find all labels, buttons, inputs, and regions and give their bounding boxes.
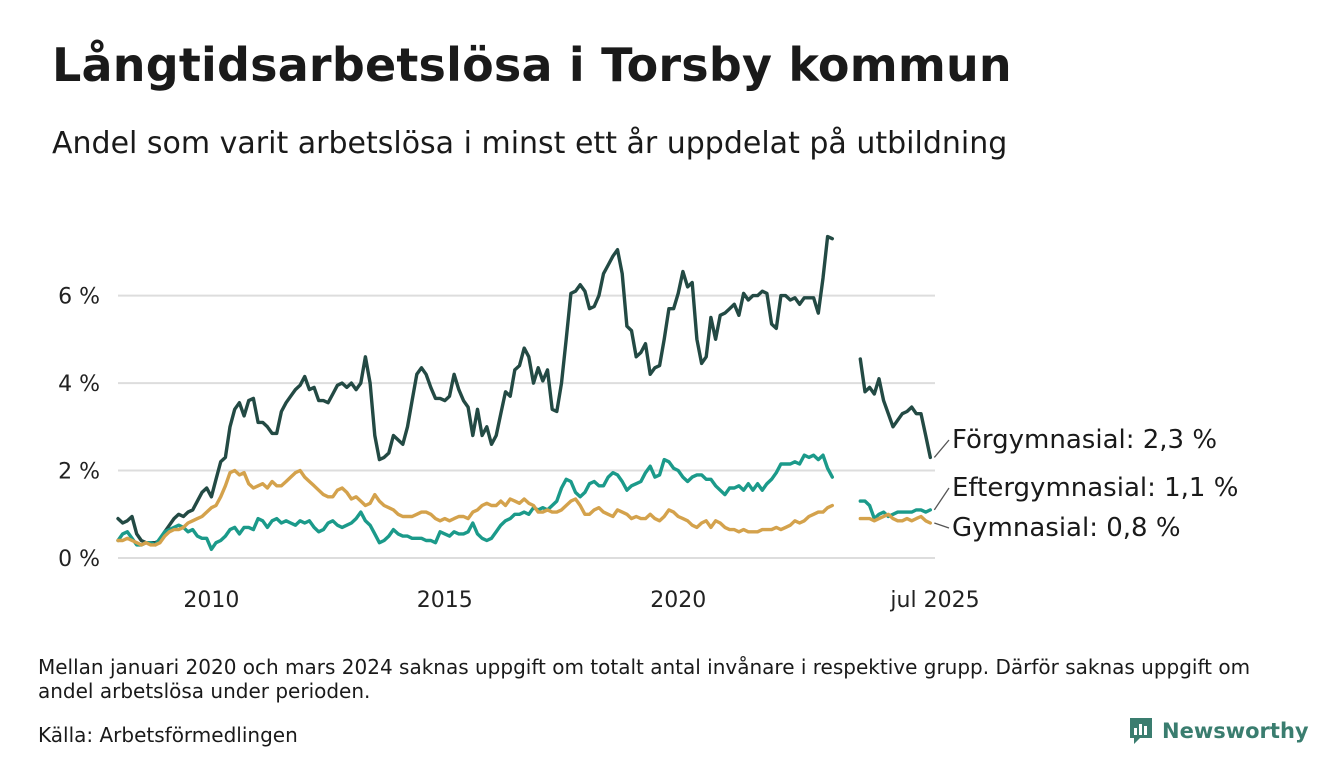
- end-label-gymnasial: Gymnasial: 0,8 %: [952, 513, 1181, 543]
- y-tick-label: 4 %: [58, 372, 100, 397]
- end-label-eftergymnasial: Eftergymnasial: 1,1 %: [952, 473, 1238, 503]
- line-chart: 0 % 2 % 4 % 6 % 2010 2015 2020 jul 2025 Förgym…: [58, 234, 1238, 613]
- series-line-f-rgymnasial: [858, 357, 932, 460]
- brand-name: Newsworthy: [1162, 719, 1309, 743]
- series-line-gymnasial: [858, 512, 932, 525]
- chart-subtitle: Andel som varit arbetslösa i minst ett å…: [52, 126, 1008, 161]
- series-line-gymnasial: [116, 468, 834, 547]
- chart-title: Långtidsarbetslösa i Torsby kommun: [52, 38, 1012, 92]
- gridlines: [118, 294, 935, 559]
- end-label-f-rgymnasial: Förgymnasial: 2,3 %: [952, 425, 1217, 455]
- label-leader-gymnasial: [934, 522, 950, 529]
- series-line-eftergymnasial: [116, 453, 834, 551]
- x-tick-label: 2015: [417, 588, 473, 613]
- footnote: Mellan januari 2020 och mars 2024 saknas…: [38, 655, 1251, 703]
- y-axis: 0 % 2 % 4 % 6 %: [58, 285, 100, 572]
- y-tick-label: 0 %: [58, 547, 100, 572]
- y-tick-label: 6 %: [58, 285, 100, 310]
- x-axis: 2010 2015 2020 jul 2025: [183, 588, 979, 613]
- series-end-labels: Förgymnasial: 2,3 % Eftergymnasial: 1,1 %…: [933, 425, 1238, 543]
- label-leader-eftergymnasial: [933, 487, 950, 511]
- series-line-f-rgymnasial: [116, 234, 834, 545]
- y-tick-label: 2 %: [58, 460, 100, 485]
- x-tick-label: 2010: [183, 588, 239, 613]
- series-line-eftergymnasial: [858, 499, 932, 521]
- label-leader-f-rgymnasial: [933, 439, 950, 458]
- bar-chart-logo-icon: [1130, 718, 1152, 744]
- x-tick-label: jul 2025: [889, 588, 979, 613]
- source-note: Källa: Arbetsförmedlingen: [38, 723, 298, 747]
- newsworthy-logo[interactable]: Newsworthy: [1128, 716, 1309, 746]
- x-tick-label: 2020: [650, 588, 706, 613]
- series-lines: [116, 234, 932, 551]
